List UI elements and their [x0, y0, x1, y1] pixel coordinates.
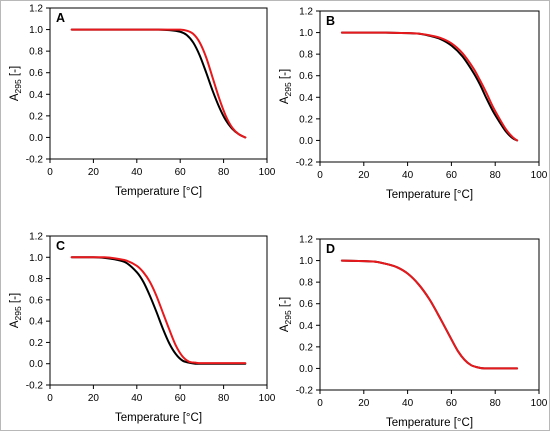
y-axis-title-b: A295 [-] — [279, 69, 293, 104]
x-tick-label-a-80: 80 — [218, 167, 230, 178]
x-tick-label-c-40: 40 — [131, 393, 143, 404]
y-tick-label-c-1.0: 1.0 — [29, 253, 43, 264]
y-tick-label-d-0.8: 0.8 — [299, 278, 313, 289]
panel-letter-c: C — [56, 239, 65, 253]
y-axis-title-main-d: A — [279, 324, 291, 332]
x-tick-label-b-100: 100 — [531, 170, 548, 181]
x-tick-label-b-60: 60 — [446, 170, 458, 181]
y-tick-label-d-0.6: 0.6 — [299, 299, 313, 310]
y-tick-label-a-1.2: 1.2 — [29, 4, 43, 15]
y-axis-title-main-b: A — [279, 96, 291, 104]
y-tick-label-b-0.6: 0.6 — [299, 71, 313, 82]
y-tick-label-a-0.4: 0.4 — [29, 90, 43, 101]
y-axis-title-sub-c: 295 — [13, 306, 23, 320]
x-tick-label-d-20: 20 — [358, 398, 370, 409]
panel-letter-a: A — [56, 11, 65, 25]
y-axis-title-main-c: A — [9, 320, 21, 328]
y-tick-label-a-0.8: 0.8 — [29, 47, 43, 58]
x-axis-title-d: Temperature [°C] — [386, 417, 473, 429]
x-tick-label-b-20: 20 — [358, 170, 370, 181]
y-axis-title-suffix-d: [-] — [279, 297, 291, 310]
x-tick-label-c-100: 100 — [259, 393, 276, 404]
x-tick-label-d-80: 80 — [490, 398, 502, 409]
y-tick-label-b-1.0: 1.0 — [299, 28, 313, 39]
y-axis-title-d: A295 [-] — [279, 297, 293, 332]
x-tick-label-b-80: 80 — [490, 170, 502, 181]
y-tick-label-d--0.2: -0.2 — [296, 386, 314, 397]
y-axis-title-main-a: A — [9, 93, 21, 101]
x-tick-label-a-40: 40 — [131, 167, 143, 178]
plot-frame-d — [319, 238, 540, 391]
series-line-a-red — [70, 28, 247, 139]
y-tick-label-a-0.6: 0.6 — [29, 68, 43, 79]
y-tick-label-a-0.2: 0.2 — [29, 111, 43, 122]
y-tick-label-c--0.2: -0.2 — [26, 381, 44, 392]
y-tick-label-c-0.4: 0.4 — [29, 317, 43, 328]
y-tick-label-b-0.8: 0.8 — [299, 50, 313, 61]
x-tick-label-a-100: 100 — [259, 167, 276, 178]
series-line-d-black — [340, 259, 519, 370]
panel-letter-d: D — [326, 242, 335, 256]
x-tick-label-c-0: 0 — [47, 393, 53, 404]
y-axis-title-c: A295 [-] — [9, 293, 23, 328]
y-tick-label-a-1.0: 1.0 — [29, 25, 43, 36]
y-axis-title-suffix-c: [-] — [9, 293, 21, 306]
x-tick-label-d-60: 60 — [446, 398, 458, 409]
y-tick-label-d-0.4: 0.4 — [299, 321, 313, 332]
series-line-a-black — [70, 28, 247, 139]
y-tick-label-c-0.8: 0.8 — [29, 274, 43, 285]
y-tick-label-c-0.2: 0.2 — [29, 338, 43, 349]
x-axis-title-a: Temperature [°C] — [115, 186, 202, 198]
series-line-d-red — [340, 259, 519, 370]
y-tick-label-b-0.2: 0.2 — [299, 114, 313, 125]
plot-frame-b — [319, 10, 540, 163]
y-axis-title-suffix-b: [-] — [279, 69, 291, 82]
x-axis-title-b: Temperature [°C] — [386, 189, 473, 201]
plot-frame-a — [49, 7, 268, 160]
x-tick-label-a-0: 0 — [47, 167, 53, 178]
y-tick-label-b-1.2: 1.2 — [299, 7, 313, 18]
y-tick-label-b--0.2: -0.2 — [296, 158, 314, 169]
y-tick-label-c-0.0: 0.0 — [29, 359, 43, 370]
series-line-b-red — [340, 31, 519, 142]
x-tick-label-c-20: 20 — [88, 393, 100, 404]
y-tick-label-a-0.0: 0.0 — [29, 133, 43, 144]
y-tick-label-b-0.0: 0.0 — [299, 136, 313, 147]
x-tick-label-d-100: 100 — [531, 398, 548, 409]
y-tick-label-d-1.0: 1.0 — [299, 256, 313, 267]
x-tick-label-b-0: 0 — [317, 170, 323, 181]
y-axis-title-a: A295 [-] — [9, 66, 23, 101]
panel-letter-b: B — [326, 14, 335, 28]
y-tick-label-d-1.2: 1.2 — [299, 235, 313, 246]
y-axis-title-sub-b: 295 — [283, 82, 293, 96]
x-tick-label-c-60: 60 — [175, 393, 187, 404]
x-tick-label-c-80: 80 — [218, 393, 230, 404]
x-tick-label-d-40: 40 — [402, 398, 414, 409]
series-line-c-red — [70, 256, 247, 365]
plot-frame-c — [49, 235, 268, 386]
y-axis-title-sub-d: 295 — [283, 310, 293, 324]
x-tick-label-d-0: 0 — [317, 398, 323, 409]
series-line-b-black — [340, 31, 519, 142]
series-line-c-black — [70, 256, 247, 365]
y-tick-label-c-1.2: 1.2 — [29, 232, 43, 243]
y-tick-label-c-0.6: 0.6 — [29, 295, 43, 306]
x-axis-title-c: Temperature [°C] — [115, 412, 202, 424]
x-tick-label-b-40: 40 — [402, 170, 414, 181]
y-axis-title-sub-a: 295 — [13, 79, 23, 93]
x-tick-label-a-20: 20 — [88, 167, 100, 178]
y-tick-label-d-0.2: 0.2 — [299, 342, 313, 353]
y-tick-label-d-0.0: 0.0 — [299, 364, 313, 375]
x-tick-label-a-60: 60 — [175, 167, 187, 178]
y-tick-label-a--0.2: -0.2 — [26, 155, 44, 166]
y-tick-label-b-0.4: 0.4 — [299, 93, 313, 104]
y-axis-title-suffix-a: [-] — [9, 66, 21, 79]
